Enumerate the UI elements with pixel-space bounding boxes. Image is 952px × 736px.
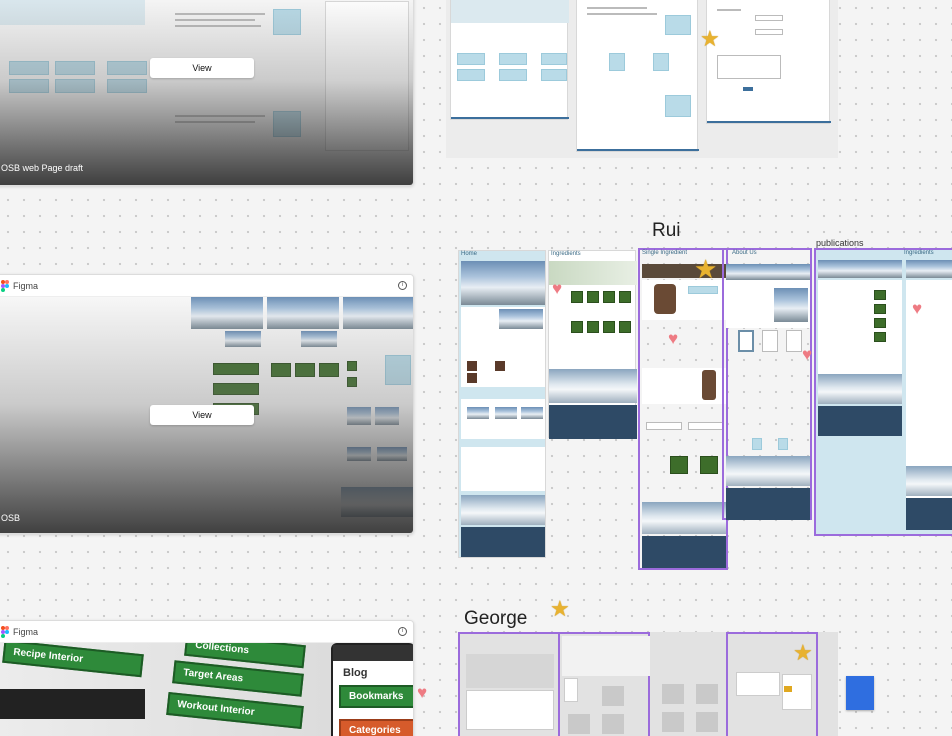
section-label-rui: Rui [652, 220, 681, 241]
diagram-node: Bookmarks [339, 685, 413, 708]
frame-about-us[interactable]: About Us [722, 248, 812, 520]
frame-title: Single Ingredient [642, 250, 688, 256]
frame-publications[interactable]: Ingredients [814, 248, 952, 536]
heart-icon[interactable]: ♥ [552, 279, 563, 298]
blue-sticky[interactable] [846, 676, 874, 710]
frame-title: Ingredients [551, 251, 581, 257]
view-button[interactable]: View [150, 405, 254, 425]
card-title: OSB web Page draft [1, 163, 84, 173]
info-icon[interactable]: i [398, 627, 407, 636]
heart-icon[interactable]: ♥ [802, 345, 813, 364]
card-header: Figma i [0, 621, 413, 643]
diagram-node: Categories [339, 719, 413, 736]
info-icon[interactable]: i [398, 281, 407, 290]
section-label-publications: publications [816, 238, 864, 248]
heart-icon[interactable]: ♥ [417, 683, 428, 702]
frame-title: About Us [732, 250, 757, 256]
card-title: OSB [1, 513, 21, 523]
frame-home[interactable]: Home [458, 250, 546, 558]
heart-icon[interactable]: ♥ [912, 299, 923, 318]
star-icon[interactable]: ★ [694, 254, 718, 284]
file-card-osb[interactable]: Figma i View OSB [0, 274, 414, 534]
figma-icon [1, 280, 9, 292]
frame-ingredients[interactable]: Ingredients [548, 250, 637, 439]
file-card-osb-draft[interactable]: View OSB web Page draft [0, 0, 414, 186]
diagram-blog-label: Blog [343, 667, 368, 679]
figma-icon [1, 626, 9, 638]
view-button[interactable]: View [150, 58, 254, 78]
star-icon[interactable]: ★ [550, 596, 570, 621]
star-icon[interactable]: ★ [700, 26, 720, 51]
frame-single-ingredient[interactable]: Single Ingredient [638, 248, 728, 570]
frame-title: Ingredients [904, 250, 934, 256]
star-icon[interactable]: ★ [793, 640, 813, 665]
osb-draft-frames[interactable] [446, 0, 838, 158]
frame-title: Home [461, 251, 478, 257]
heart-icon[interactable]: ♥ [668, 329, 679, 348]
card-app-name: Figma [13, 626, 39, 637]
card-app-name: Figma [13, 280, 39, 291]
card-thumbnail: Collections Recipe Interior Target Areas… [0, 643, 413, 736]
section-label-george: George [464, 608, 528, 629]
george-frames[interactable] [458, 632, 838, 736]
file-card-diagram[interactable]: Figma i Collections Recipe Interior Targ… [0, 620, 414, 736]
card-header: Figma i [0, 275, 413, 297]
